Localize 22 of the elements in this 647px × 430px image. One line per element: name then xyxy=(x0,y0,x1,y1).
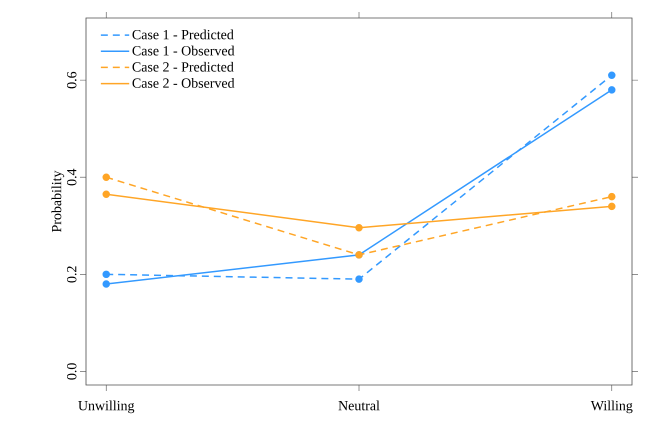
legend-label: Case 2 - Predicted xyxy=(132,62,234,72)
y-tick-label: 0.4 xyxy=(67,168,76,186)
legend-label: Case 2 - Observed xyxy=(132,78,234,88)
y-tick-label: 0.0 xyxy=(67,363,76,380)
x-tick-label: Willing xyxy=(590,400,633,414)
point xyxy=(102,280,110,288)
x-tick-label: Unwilling xyxy=(78,400,134,414)
point xyxy=(355,275,363,283)
x-tick-label: Neutral xyxy=(338,400,380,410)
point xyxy=(608,192,616,200)
y-axis-title: Probability xyxy=(51,170,64,232)
y-tick-label: 0.2 xyxy=(67,266,76,282)
point xyxy=(608,202,616,210)
point xyxy=(102,173,110,181)
y-tick-label: 0.6 xyxy=(67,72,76,88)
point xyxy=(102,270,110,278)
point xyxy=(102,190,110,198)
legend-label: Case 1 - Observed xyxy=(132,46,234,56)
point xyxy=(608,86,616,94)
legend-label: Case 1 - Predicted xyxy=(132,30,234,40)
point xyxy=(355,224,363,232)
point xyxy=(608,72,616,80)
